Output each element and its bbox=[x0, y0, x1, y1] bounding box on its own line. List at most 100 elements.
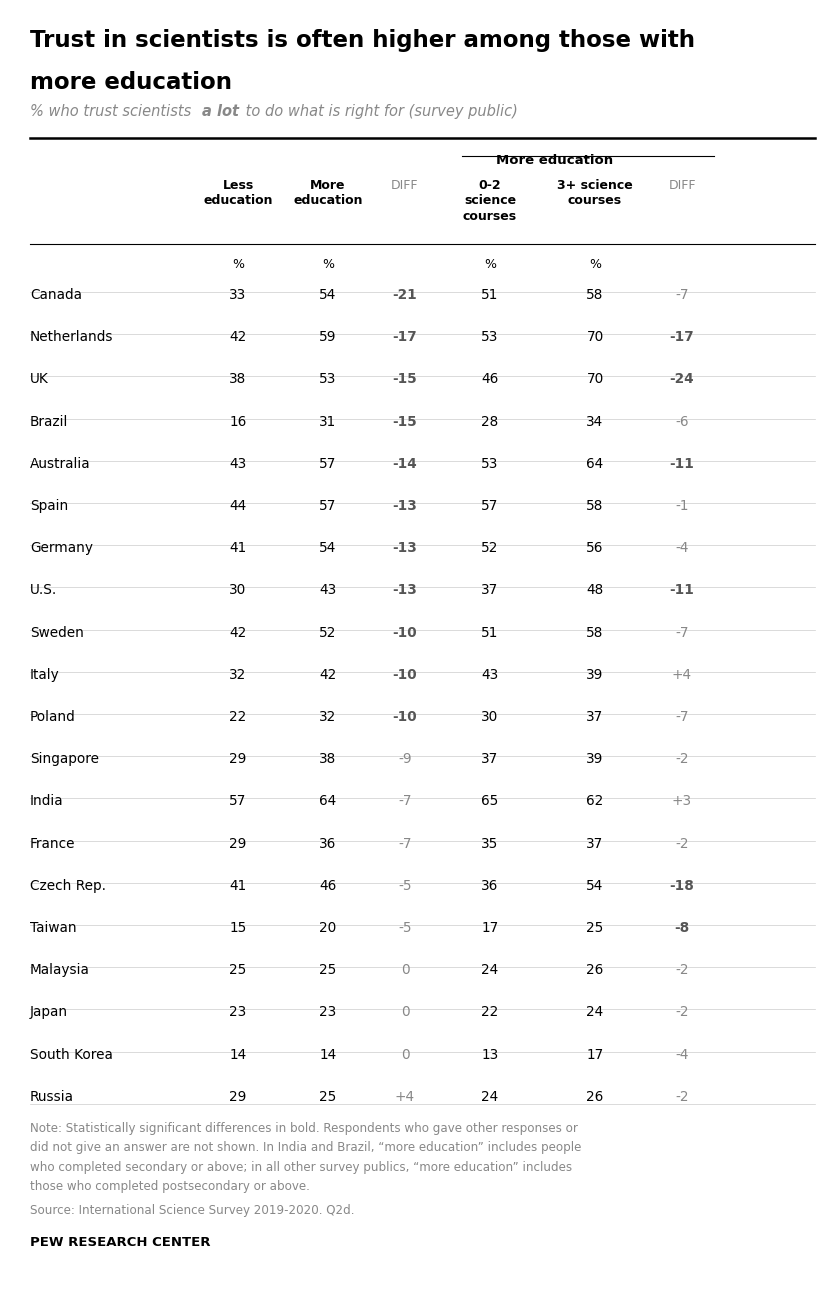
Text: 51: 51 bbox=[481, 288, 499, 302]
Text: 43: 43 bbox=[481, 668, 499, 682]
Text: -13: -13 bbox=[392, 583, 417, 598]
Text: South Korea: South Korea bbox=[30, 1047, 113, 1062]
Text: 43: 43 bbox=[229, 457, 247, 470]
Text: 52: 52 bbox=[481, 541, 499, 556]
Text: 41: 41 bbox=[229, 541, 247, 556]
Text: Brazil: Brazil bbox=[30, 415, 68, 428]
Text: Sweden: Sweden bbox=[30, 625, 84, 640]
Text: 25: 25 bbox=[319, 963, 337, 978]
Text: 20: 20 bbox=[319, 921, 337, 936]
Text: 28: 28 bbox=[481, 415, 499, 428]
Text: 48: 48 bbox=[586, 583, 604, 598]
Text: 62: 62 bbox=[586, 795, 604, 808]
Text: 53: 53 bbox=[319, 372, 337, 386]
Text: 24: 24 bbox=[481, 1089, 499, 1104]
Text: -8: -8 bbox=[675, 921, 690, 936]
Text: France: France bbox=[30, 837, 76, 850]
Text: 37: 37 bbox=[481, 752, 499, 766]
Text: Czech Rep.: Czech Rep. bbox=[30, 879, 106, 892]
Text: 65: 65 bbox=[481, 795, 499, 808]
Text: 15: 15 bbox=[229, 921, 247, 936]
Text: Spain: Spain bbox=[30, 499, 68, 512]
Text: -2: -2 bbox=[675, 963, 689, 978]
Text: 26: 26 bbox=[586, 1089, 604, 1104]
Text: -13: -13 bbox=[392, 499, 417, 512]
Text: 31: 31 bbox=[319, 415, 337, 428]
Text: 17: 17 bbox=[481, 921, 499, 936]
Text: 52: 52 bbox=[319, 625, 337, 640]
Text: to do what is right for (survey public): to do what is right for (survey public) bbox=[241, 104, 518, 120]
Text: 3+ science
courses: 3+ science courses bbox=[557, 179, 633, 208]
Text: Japan: Japan bbox=[30, 1005, 68, 1020]
Text: 24: 24 bbox=[481, 963, 499, 978]
Text: % who trust scientists: % who trust scientists bbox=[30, 104, 196, 120]
Text: 30: 30 bbox=[481, 710, 499, 724]
Text: Less
education: Less education bbox=[203, 179, 273, 208]
Text: 0-2
science
courses: 0-2 science courses bbox=[463, 179, 517, 223]
Text: +4: +4 bbox=[672, 668, 692, 682]
Text: -10: -10 bbox=[392, 668, 417, 682]
Text: 24: 24 bbox=[586, 1005, 604, 1020]
Text: 42: 42 bbox=[229, 330, 247, 344]
Text: 54: 54 bbox=[319, 288, 337, 302]
Text: 36: 36 bbox=[481, 879, 499, 892]
Text: -21: -21 bbox=[392, 288, 417, 302]
Text: 41: 41 bbox=[229, 879, 247, 892]
Text: -14: -14 bbox=[392, 457, 417, 470]
Text: Italy: Italy bbox=[30, 668, 60, 682]
Text: %: % bbox=[322, 258, 334, 271]
Text: Netherlands: Netherlands bbox=[30, 330, 113, 344]
Text: 53: 53 bbox=[481, 330, 499, 344]
Text: Source: International Science Survey 2019-2020. Q2d.: Source: International Science Survey 201… bbox=[30, 1204, 354, 1217]
Text: -7: -7 bbox=[398, 795, 412, 808]
Text: 25: 25 bbox=[319, 1089, 337, 1104]
Text: UK: UK bbox=[30, 372, 49, 386]
Text: -4: -4 bbox=[675, 1047, 689, 1062]
Text: 37: 37 bbox=[586, 837, 604, 850]
Text: -9: -9 bbox=[398, 752, 412, 766]
Text: a lot: a lot bbox=[202, 104, 239, 120]
Text: -2: -2 bbox=[675, 752, 689, 766]
Text: those who completed postsecondary or above.: those who completed postsecondary or abo… bbox=[30, 1180, 310, 1193]
Text: 32: 32 bbox=[319, 710, 337, 724]
Text: Australia: Australia bbox=[30, 457, 91, 470]
Text: did not give an answer are not shown. In India and Brazil, “more education” incl: did not give an answer are not shown. In… bbox=[30, 1142, 581, 1154]
Text: -4: -4 bbox=[675, 541, 689, 556]
Text: %: % bbox=[484, 258, 496, 271]
Text: 54: 54 bbox=[586, 879, 604, 892]
Text: +4: +4 bbox=[395, 1089, 415, 1104]
Text: 37: 37 bbox=[481, 583, 499, 598]
Text: Russia: Russia bbox=[30, 1089, 74, 1104]
Text: 0: 0 bbox=[401, 1047, 409, 1062]
Text: 56: 56 bbox=[586, 541, 604, 556]
Text: Trust in scientists is often higher among those with: Trust in scientists is often higher amon… bbox=[30, 29, 695, 53]
Text: 42: 42 bbox=[229, 625, 247, 640]
Text: more education: more education bbox=[30, 71, 232, 95]
Text: -7: -7 bbox=[675, 625, 689, 640]
Text: 35: 35 bbox=[481, 837, 499, 850]
Text: Singapore: Singapore bbox=[30, 752, 99, 766]
Text: -2: -2 bbox=[675, 1089, 689, 1104]
Text: -13: -13 bbox=[392, 541, 417, 556]
Text: 14: 14 bbox=[229, 1047, 247, 1062]
Text: DIFF: DIFF bbox=[669, 179, 696, 192]
Text: -7: -7 bbox=[675, 710, 689, 724]
Text: 57: 57 bbox=[229, 795, 247, 808]
Text: -5: -5 bbox=[398, 879, 412, 892]
Text: 46: 46 bbox=[481, 372, 499, 386]
Text: %: % bbox=[589, 258, 601, 271]
Text: -24: -24 bbox=[669, 372, 695, 386]
Text: -2: -2 bbox=[675, 1005, 689, 1020]
Text: -6: -6 bbox=[675, 415, 689, 428]
Text: -5: -5 bbox=[398, 921, 412, 936]
Text: 23: 23 bbox=[229, 1005, 247, 1020]
Text: -11: -11 bbox=[669, 583, 695, 598]
Text: 44: 44 bbox=[229, 499, 247, 512]
Text: 64: 64 bbox=[586, 457, 604, 470]
Text: 0: 0 bbox=[401, 963, 409, 978]
Text: -17: -17 bbox=[669, 330, 695, 344]
Text: 70: 70 bbox=[586, 372, 604, 386]
Text: 29: 29 bbox=[229, 837, 247, 850]
Text: 25: 25 bbox=[229, 963, 247, 978]
Text: 51: 51 bbox=[481, 625, 499, 640]
